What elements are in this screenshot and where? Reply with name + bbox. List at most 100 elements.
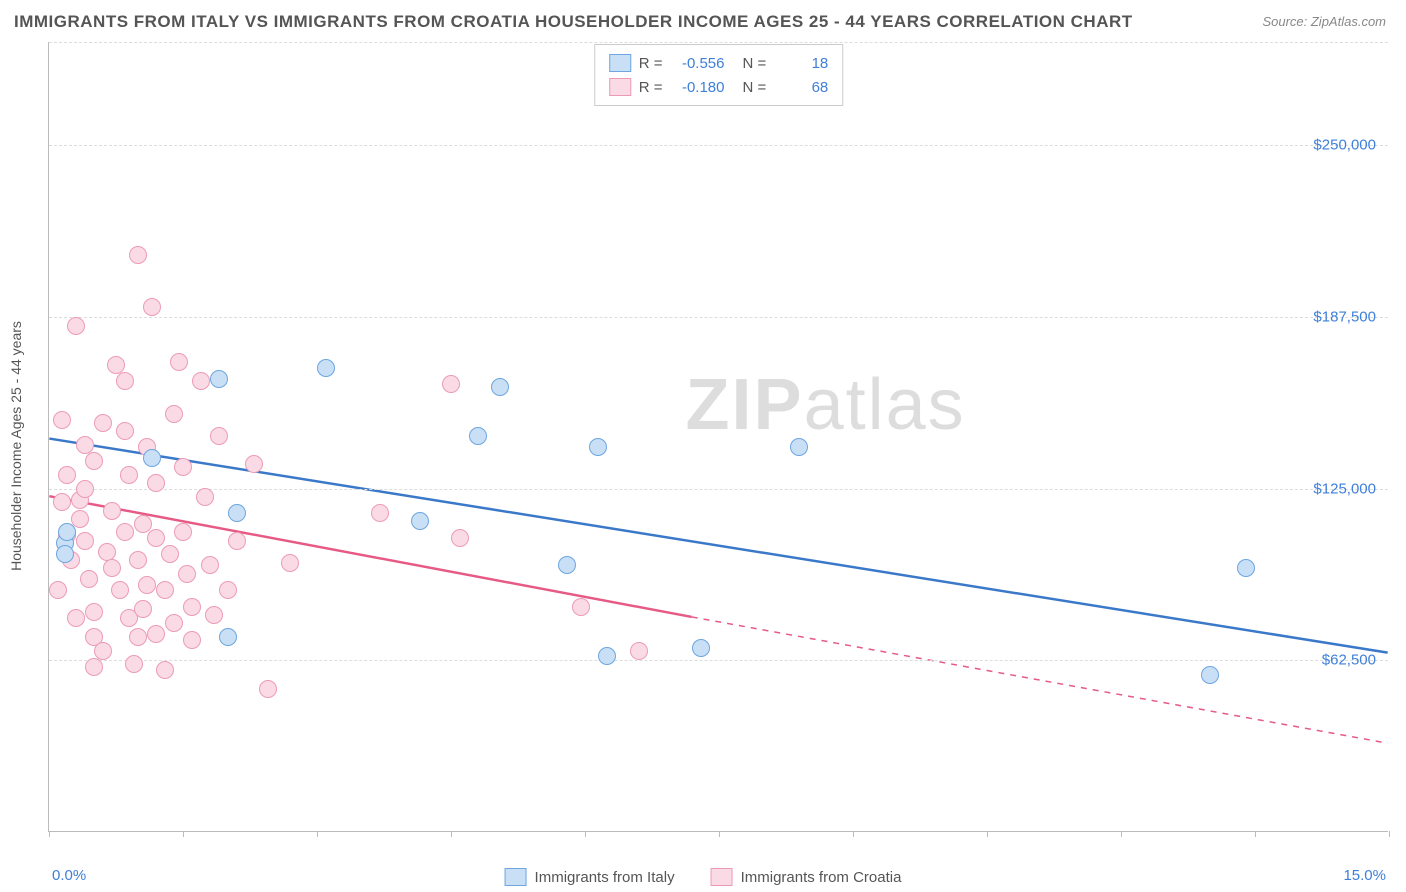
data-point <box>67 609 85 627</box>
legend-swatch-italy <box>505 868 527 886</box>
data-point <box>147 529 165 547</box>
data-point <box>103 559 121 577</box>
data-point <box>94 414 112 432</box>
plot-area: ZIPatlas R = -0.556 N = 18 R = -0.180 N … <box>48 42 1388 832</box>
data-point <box>1237 559 1255 577</box>
data-point <box>170 353 188 371</box>
data-point <box>228 504 246 522</box>
data-point <box>165 405 183 423</box>
data-point <box>85 452 103 470</box>
data-point <box>76 436 94 454</box>
data-point <box>76 532 94 550</box>
data-point <box>178 565 196 583</box>
data-point <box>183 598 201 616</box>
data-point <box>245 455 263 473</box>
data-point <box>589 438 607 456</box>
data-point <box>201 556 219 574</box>
data-point <box>120 466 138 484</box>
data-point <box>572 598 590 616</box>
data-point <box>76 480 94 498</box>
legend-swatch-croatia <box>711 868 733 886</box>
y-tick-label: $62,500 <box>1322 652 1376 669</box>
chart-source: Source: ZipAtlas.com <box>1262 14 1386 29</box>
data-point <box>165 614 183 632</box>
data-point <box>196 488 214 506</box>
data-point <box>469 427 487 445</box>
data-point <box>98 543 116 561</box>
data-point <box>692 639 710 657</box>
data-point <box>259 680 277 698</box>
data-point <box>143 449 161 467</box>
x-axis-max-label: 15.0% <box>1343 867 1386 884</box>
data-point <box>58 523 76 541</box>
legend-row: R = -0.556 N = 18 <box>609 51 829 75</box>
data-point <box>111 581 129 599</box>
data-point <box>161 545 179 563</box>
y-tick-label: $125,000 <box>1313 480 1376 497</box>
data-point <box>281 554 299 572</box>
data-point <box>598 647 616 665</box>
legend-stats: R = -0.556 N = 18 R = -0.180 N = 68 <box>594 44 844 106</box>
data-point <box>80 570 98 588</box>
data-point <box>147 625 165 643</box>
legend-item-italy: Immigrants from Italy <box>505 868 675 886</box>
data-point <box>116 422 134 440</box>
data-point <box>129 246 147 264</box>
data-point <box>442 375 460 393</box>
data-point <box>147 474 165 492</box>
correlation-chart: IMMIGRANTS FROM ITALY VS IMMIGRANTS FROM… <box>0 0 1406 892</box>
data-point <box>116 372 134 390</box>
data-point <box>790 438 808 456</box>
data-point <box>56 545 74 563</box>
data-point <box>71 510 89 528</box>
chart-title: IMMIGRANTS FROM ITALY VS IMMIGRANTS FROM… <box>14 12 1133 32</box>
data-point <box>451 529 469 547</box>
data-point <box>156 661 174 679</box>
data-point <box>67 317 85 335</box>
data-point <box>143 298 161 316</box>
legend-swatch-croatia <box>609 78 631 96</box>
regression-lines <box>49 42 1388 831</box>
data-point <box>630 642 648 660</box>
data-point <box>116 523 134 541</box>
data-point <box>107 356 125 374</box>
data-point <box>138 576 156 594</box>
data-point <box>228 532 246 550</box>
data-point <box>49 581 67 599</box>
y-tick-label: $250,000 <box>1313 137 1376 154</box>
data-point <box>219 628 237 646</box>
data-point <box>129 628 147 646</box>
data-point <box>210 370 228 388</box>
data-point <box>411 512 429 530</box>
data-point <box>371 504 389 522</box>
data-point <box>134 600 152 618</box>
data-point <box>491 378 509 396</box>
legend-item-croatia: Immigrants from Croatia <box>711 868 902 886</box>
data-point <box>174 458 192 476</box>
data-point <box>219 581 237 599</box>
data-point <box>53 411 71 429</box>
data-point <box>317 359 335 377</box>
data-point <box>174 523 192 541</box>
legend-swatch-italy <box>609 54 631 72</box>
watermark: ZIPatlas <box>686 364 966 446</box>
data-point <box>558 556 576 574</box>
data-point <box>192 372 210 390</box>
data-point <box>85 603 103 621</box>
y-axis-title: Householder Income Ages 25 - 44 years <box>8 321 24 571</box>
data-point <box>183 631 201 649</box>
data-point <box>58 466 76 484</box>
data-point <box>129 551 147 569</box>
data-point <box>53 493 71 511</box>
data-point <box>156 581 174 599</box>
data-point <box>210 427 228 445</box>
data-point <box>94 642 112 660</box>
data-point <box>1201 666 1219 684</box>
data-point <box>85 658 103 676</box>
data-point <box>103 502 121 520</box>
data-point <box>205 606 223 624</box>
legend-series: Immigrants from Italy Immigrants from Cr… <box>505 868 902 886</box>
y-tick-label: $187,500 <box>1313 308 1376 325</box>
legend-row: R = -0.180 N = 68 <box>609 75 829 99</box>
data-point <box>125 655 143 673</box>
